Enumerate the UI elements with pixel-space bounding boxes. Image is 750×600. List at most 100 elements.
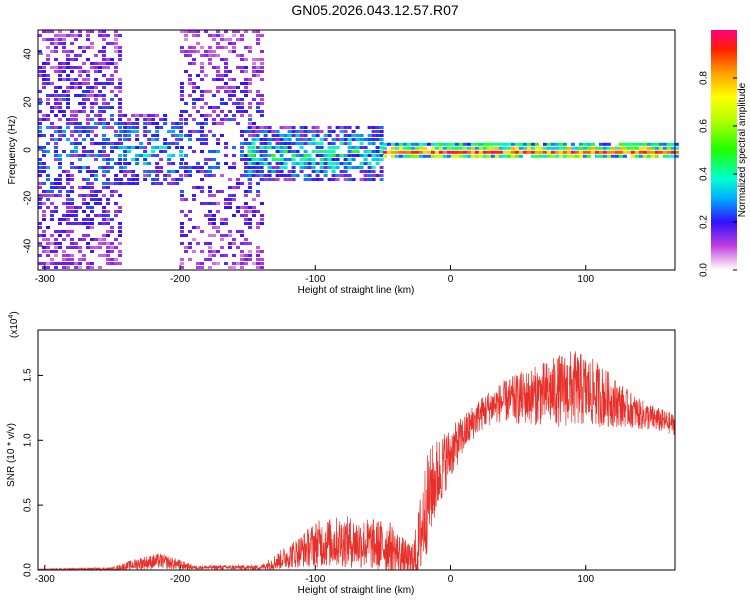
spectrogram-cell	[271, 166, 276, 169]
spectrogram-cell	[522, 142, 527, 146]
spectrogram-cell	[256, 38, 260, 41]
spectrogram-cell	[50, 82, 54, 85]
spectrogram-cell	[208, 54, 212, 57]
spectrogram-cell	[260, 250, 264, 253]
spectrogram-cell	[123, 134, 128, 137]
spectrogram-cell	[347, 162, 352, 165]
spectrogram-cell	[42, 166, 46, 169]
spectrogram-cell	[347, 134, 352, 137]
spectrogram-cell	[38, 146, 42, 149]
spectrogram-cell	[248, 254, 252, 257]
spectrogram-cell	[375, 158, 380, 161]
spectrogram-cell	[522, 146, 527, 150]
spectrogram-cell	[247, 158, 252, 161]
spectrogram-cell	[458, 154, 463, 158]
spectrogram-cell	[196, 42, 200, 45]
spectrogram-cell	[46, 98, 50, 101]
spectrogram-cell	[252, 122, 256, 125]
spectrogram-cell	[410, 142, 415, 146]
spectrogram-cell	[180, 210, 184, 213]
spectrogram-cell	[375, 138, 380, 141]
spectrogram-cell	[566, 146, 571, 150]
spectrogram-cell	[618, 154, 623, 158]
spectrogram-cell	[70, 34, 74, 37]
spectrogram-cell	[371, 138, 376, 141]
spectrogram-cell	[123, 170, 128, 173]
spectrogram-cell	[494, 146, 499, 150]
spectrogram-cell	[74, 78, 78, 81]
spectrogram-cell	[327, 130, 332, 133]
spectrogram-cell	[291, 126, 296, 129]
spectrogram-cell	[315, 146, 320, 149]
spectrogram-cell	[315, 154, 320, 157]
spectrogram-cell	[106, 126, 110, 129]
spectrogram-cell	[192, 186, 196, 189]
spectrogram-cell	[42, 134, 46, 137]
spectrogram-cell	[247, 166, 252, 169]
spectrogram-cell	[98, 214, 102, 217]
spectrogram-cell	[98, 154, 102, 157]
spectrogram-cell	[208, 250, 212, 253]
spectrogram-cell	[232, 194, 236, 197]
spectrogram-cell	[180, 262, 184, 265]
spectrogram-cell	[179, 154, 184, 157]
spectrogram-cell	[606, 150, 611, 154]
spectrogram-cell	[163, 146, 168, 149]
spectrogram-cell	[228, 246, 232, 249]
spectrogram-cell	[248, 242, 252, 245]
spectrogram-cell	[343, 174, 348, 177]
spectrogram-cell	[438, 142, 443, 146]
spectrogram-cell	[224, 206, 228, 209]
spectrogram-cell	[224, 102, 228, 105]
spectrogram-cell	[180, 234, 184, 237]
spectrogram-cell	[486, 150, 491, 154]
spectrogram-cell	[390, 146, 395, 150]
spectrogram-cell	[602, 146, 607, 150]
spectrogram-cell	[224, 198, 228, 201]
spectrogram-cell	[359, 178, 364, 181]
spectrogram-cell	[450, 154, 455, 158]
spectrogram-cell	[102, 62, 106, 65]
spectrogram-cell	[410, 146, 415, 150]
spectrogram-cell	[379, 134, 384, 137]
spectrogram-cell	[74, 142, 78, 145]
spectrogram-cell	[106, 82, 110, 85]
spectrogram-cell	[171, 154, 176, 157]
spectrogram-cell	[192, 250, 196, 253]
spectrogram-cell	[90, 186, 94, 189]
spectrogram-cell	[118, 126, 122, 129]
spectrogram-cell	[151, 118, 156, 121]
spectrogram-cell	[119, 130, 124, 133]
spectrogram-cell	[260, 94, 264, 97]
spectrogram-cell	[38, 134, 42, 137]
spectrogram-cell	[192, 50, 196, 53]
spectrogram-cell	[307, 174, 312, 177]
spectrogram-cell	[478, 142, 483, 146]
spectrogram-cell	[216, 138, 220, 141]
spectrogram-cell	[200, 106, 204, 109]
spectrogram-cell	[311, 170, 316, 173]
spectrogram-cell	[518, 142, 523, 146]
spectrogram-cell	[188, 62, 192, 65]
spectrogram-cell	[208, 46, 212, 49]
spectrogram-cell	[379, 154, 384, 157]
spectrogram-cell	[674, 142, 679, 146]
spectrogram-cell	[204, 158, 208, 161]
spectrogram-cell	[212, 94, 216, 97]
spectrogram-cell	[410, 154, 415, 158]
spectrogram-cell	[634, 150, 639, 154]
spectrogram-cell	[654, 146, 659, 150]
spectrogram-cell	[82, 198, 86, 201]
spectrogram-cell	[54, 94, 58, 97]
spectrogram-cell	[538, 154, 543, 158]
spectrogram-cell	[650, 142, 655, 146]
spectrogram-cell	[179, 122, 184, 125]
spectrogram-cell	[574, 154, 579, 158]
spectrogram-cell	[110, 90, 114, 93]
spectrogram-cell	[102, 206, 106, 209]
spectrogram-cell	[118, 250, 122, 253]
spectrogram-cell	[244, 174, 248, 177]
spectrogram-cell	[279, 150, 284, 153]
spectrogram-cell	[110, 62, 114, 65]
